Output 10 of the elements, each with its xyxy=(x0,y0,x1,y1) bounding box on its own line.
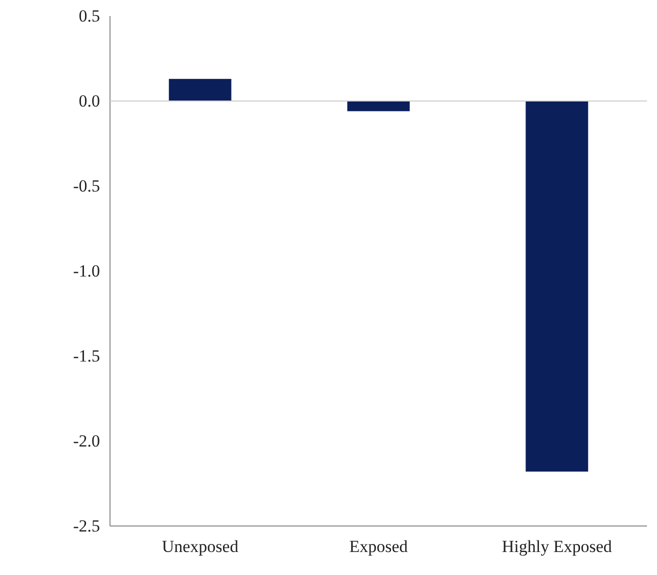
x-tick-label: Highly Exposed xyxy=(502,537,612,556)
x-tick-label: Unexposed xyxy=(162,537,239,556)
x-tick-label: Exposed xyxy=(349,537,408,556)
y-tick-label: 0.5 xyxy=(78,6,100,26)
y-tick-label: -2.0 xyxy=(73,431,100,450)
y-tick-label: -2.5 xyxy=(73,516,100,536)
y-tick-label: 0.0 xyxy=(78,91,100,110)
y-tick-label: -0.5 xyxy=(73,176,100,196)
y-tick-label: -1.0 xyxy=(73,261,100,280)
y-tick-label: -1.5 xyxy=(73,346,100,366)
